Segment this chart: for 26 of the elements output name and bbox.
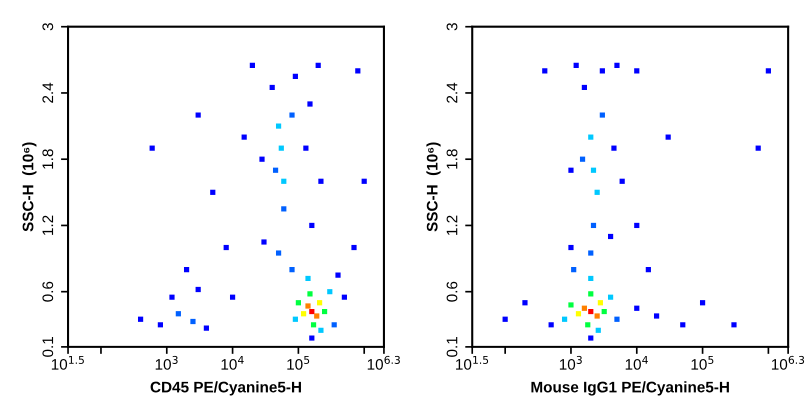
x-tick-label: 10$^{6.3}$ bbox=[368, 356, 400, 370]
x-tick-label: 10$^{5}$ bbox=[692, 356, 714, 370]
y-tick-label: 1.8 bbox=[446, 149, 458, 169]
y-tick-label: 0.1 bbox=[446, 337, 458, 357]
x-tick-label: 10$^{5}$ bbox=[287, 356, 310, 370]
y-tick-label: 1.2 bbox=[42, 216, 54, 235]
x-tick-label: 10$^{6.3}$ bbox=[772, 356, 804, 370]
y-tick-label: 1.2 bbox=[446, 216, 458, 235]
y-tick-label: 2.4 bbox=[42, 82, 54, 103]
y-axis-title: SSC-H (10⁶) bbox=[22, 142, 36, 232]
y-tick-label: 0.6 bbox=[446, 282, 458, 302]
x-axis-title: Mouse IgG1 PE/Cyanine5-H bbox=[531, 381, 729, 396]
y-tick-label: 0.1 bbox=[42, 337, 54, 357]
x-tick-label: 10$^{1.5}$ bbox=[456, 356, 488, 370]
x-tick-label: 10$^{4}$ bbox=[626, 356, 648, 370]
y-tick-label: 1.8 bbox=[42, 149, 54, 169]
y-tick-label: 3 bbox=[42, 23, 54, 30]
x-axis-title: CD45 PE/Cyanine5-H bbox=[150, 381, 301, 396]
x-tick-label: 10$^{4}$ bbox=[222, 356, 244, 370]
x-tick-label: 10$^{1.5}$ bbox=[52, 356, 84, 370]
x-tick-label: 10$^{3}$ bbox=[560, 356, 582, 370]
x-tick-label: 10$^{3}$ bbox=[156, 356, 178, 370]
y-tick-label: 2.4 bbox=[446, 82, 458, 103]
y-tick-label: 0.6 bbox=[42, 282, 54, 302]
y-tick-label: 3 bbox=[446, 23, 458, 30]
y-axis-title: SSC-H (10⁶) bbox=[426, 142, 441, 232]
